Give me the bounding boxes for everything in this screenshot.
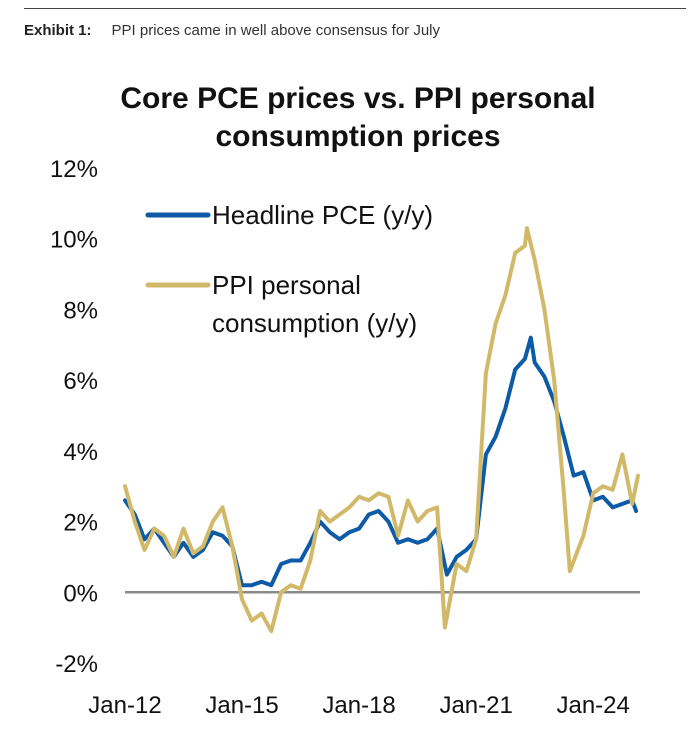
exhibit-header: Exhibit 1: PPI prices came in well above … — [24, 22, 440, 39]
chart-title-line-2: consumption prices — [215, 120, 500, 153]
chart-title-line-1: Core PCE prices vs. PPI personal — [120, 82, 595, 115]
y-tick-label: 2% — [63, 510, 98, 537]
y-tick-label: 6% — [63, 368, 98, 395]
y-tick-label: 4% — [63, 439, 98, 466]
top-rule — [24, 8, 686, 9]
y-tick-label: 8% — [63, 297, 98, 324]
y-tick-label: -2% — [55, 651, 98, 678]
exhibit-label: Exhibit 1: — [24, 22, 92, 39]
legend: Headline PCE (y/y) PPI personal consumptio… — [145, 200, 433, 338]
series-line-2 — [123, 226, 640, 634]
x-tick-label: Jan-12 — [88, 692, 161, 719]
x-tick-label: Jan-15 — [205, 692, 278, 719]
x-tick-label: Jan-21 — [439, 692, 512, 719]
x-tick-label: Jan-24 — [556, 692, 629, 719]
chart-title: Core PCE prices vs. PPI personal consumpt… — [120, 82, 595, 153]
legend-label-2: PPI personal consumption (y/y) — [212, 270, 417, 338]
legend-label-1: Headline PCE (y/y) — [212, 200, 433, 230]
x-axis-ticks: Jan-12 Jan-15 Jan-18 Jan-21 Jan-24 — [88, 692, 630, 719]
exhibit-caption: PPI prices came in well above consensus … — [111, 22, 440, 39]
y-axis-ticks: -2% 0% 2% 4% 6% 8% 10% 12% — [50, 156, 98, 678]
series-lines — [123, 226, 640, 634]
x-tick-label: Jan-18 — [322, 692, 395, 719]
y-tick-label: 0% — [63, 580, 98, 607]
y-tick-label: 12% — [50, 156, 98, 183]
y-tick-label: 10% — [50, 227, 98, 254]
